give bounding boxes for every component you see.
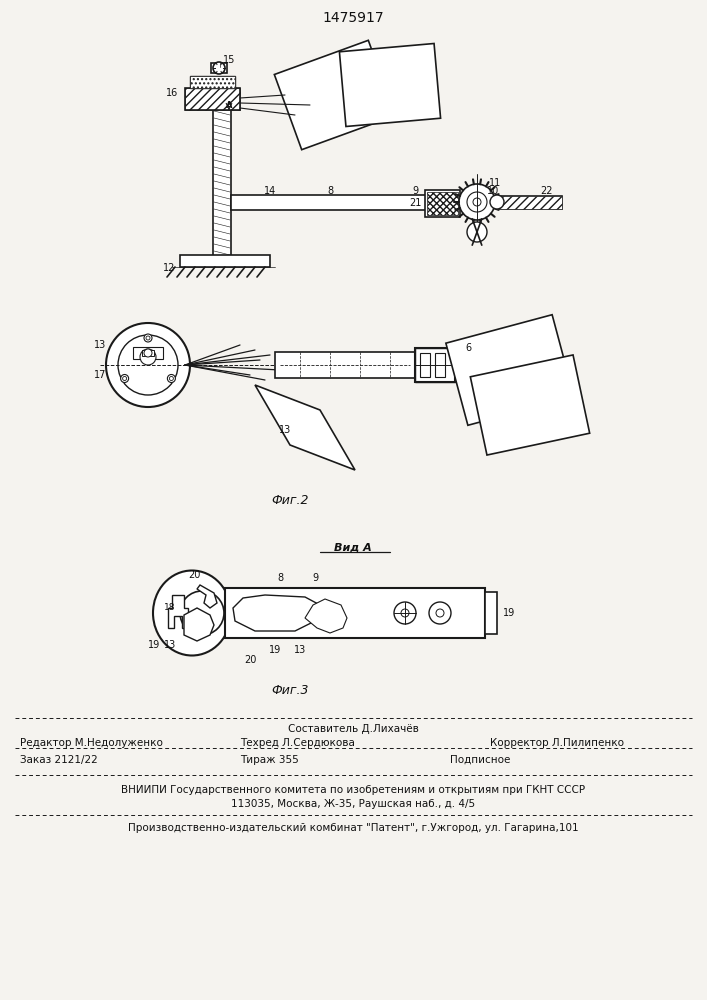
Text: 1475917: 1475917 — [322, 11, 384, 25]
Text: 8: 8 — [327, 186, 333, 196]
Text: 19: 19 — [148, 640, 160, 650]
Text: 16: 16 — [165, 88, 178, 98]
Text: 113035, Москва, Ж-35, Раушская наб., д. 4/5: 113035, Москва, Ж-35, Раушская наб., д. … — [231, 799, 475, 809]
Bar — [213, 108, 231, 265]
Bar — [497, 196, 562, 209]
Circle shape — [401, 609, 409, 617]
Polygon shape — [197, 585, 217, 608]
Text: 14: 14 — [264, 186, 276, 196]
Circle shape — [429, 602, 451, 624]
Text: Корректор Л.Пилипенко: Корректор Л.Пилипенко — [490, 738, 624, 748]
Text: Тираж 355: Тираж 355 — [240, 755, 299, 765]
Circle shape — [490, 195, 504, 209]
Text: 20: 20 — [188, 570, 200, 580]
Text: 13: 13 — [279, 425, 291, 435]
Text: 13: 13 — [294, 645, 306, 655]
Text: Вид A: Вид A — [334, 543, 372, 553]
Bar — [190, 76, 235, 88]
Text: 20: 20 — [244, 655, 256, 665]
Bar — [185, 88, 240, 110]
Text: 21: 21 — [409, 198, 421, 208]
Bar — [190, 76, 235, 88]
Circle shape — [106, 323, 190, 407]
Text: 15: 15 — [223, 55, 235, 65]
Circle shape — [118, 335, 178, 395]
Text: Заказ 2121/22: Заказ 2121/22 — [20, 755, 98, 765]
Text: 11: 11 — [489, 178, 501, 188]
Circle shape — [122, 376, 127, 380]
Polygon shape — [255, 385, 355, 470]
Bar — [425, 190, 460, 217]
Circle shape — [121, 374, 129, 382]
Polygon shape — [184, 608, 214, 641]
Text: Подписное: Подписное — [450, 755, 510, 765]
Circle shape — [213, 62, 225, 74]
Text: 12: 12 — [163, 263, 175, 273]
Circle shape — [144, 334, 152, 342]
Text: Техред Л.Сердюкова: Техред Л.Сердюкова — [240, 738, 355, 748]
Circle shape — [140, 349, 156, 365]
Text: 17: 17 — [94, 370, 106, 380]
Bar — [497, 196, 562, 209]
Polygon shape — [168, 595, 188, 628]
Text: Фиг.2: Фиг.2 — [271, 493, 309, 506]
Bar — [415, 348, 455, 382]
Text: 18: 18 — [164, 603, 176, 612]
Text: 13: 13 — [94, 340, 106, 350]
Circle shape — [144, 349, 152, 357]
Bar — [225, 588, 485, 638]
Circle shape — [473, 198, 481, 206]
Text: Составитель Д.Лихачёв: Составитель Д.Лихачёв — [288, 724, 419, 734]
Text: 9: 9 — [312, 573, 318, 583]
Text: 13: 13 — [164, 640, 176, 650]
Bar — [420, 353, 430, 377]
Bar — [180, 255, 270, 267]
Bar — [427, 192, 458, 215]
Text: 10: 10 — [487, 186, 499, 196]
Polygon shape — [446, 315, 574, 425]
Text: 22: 22 — [540, 186, 552, 196]
Circle shape — [146, 336, 150, 340]
Bar — [415, 348, 455, 382]
Polygon shape — [305, 599, 347, 633]
Circle shape — [436, 609, 444, 617]
Bar — [485, 592, 497, 634]
Text: 6: 6 — [465, 343, 471, 353]
Circle shape — [168, 374, 175, 382]
Text: Редактор М.Недолуженко: Редактор М.Недолуженко — [20, 738, 163, 748]
Text: 8: 8 — [277, 573, 283, 583]
Text: Производственно-издательский комбинат "Патент", г.Ужгород, ул. Гагарина,101: Производственно-издательский комбинат "П… — [128, 823, 578, 833]
Bar — [142, 350, 154, 356]
Circle shape — [170, 376, 173, 380]
Bar — [275, 352, 415, 378]
Polygon shape — [470, 355, 590, 455]
Bar — [231, 195, 430, 210]
Bar — [133, 347, 163, 359]
Text: A: A — [226, 101, 233, 109]
Text: Фиг.3: Фиг.3 — [271, 684, 309, 696]
Text: 19: 19 — [503, 608, 515, 618]
Circle shape — [394, 602, 416, 624]
Bar — [211, 63, 227, 73]
Circle shape — [467, 222, 487, 242]
Bar — [185, 88, 240, 110]
Text: ВНИИПИ Государственного комитета по изобретениям и открытиям при ГКНТ СССР: ВНИИПИ Государственного комитета по изоб… — [121, 785, 585, 795]
Polygon shape — [339, 44, 440, 126]
Circle shape — [180, 591, 224, 635]
Circle shape — [467, 192, 487, 212]
Polygon shape — [233, 595, 320, 631]
Text: 19: 19 — [269, 645, 281, 655]
Text: 9: 9 — [412, 186, 418, 196]
Polygon shape — [274, 40, 396, 150]
Bar — [435, 353, 445, 377]
Circle shape — [459, 184, 495, 220]
Ellipse shape — [153, 570, 231, 656]
